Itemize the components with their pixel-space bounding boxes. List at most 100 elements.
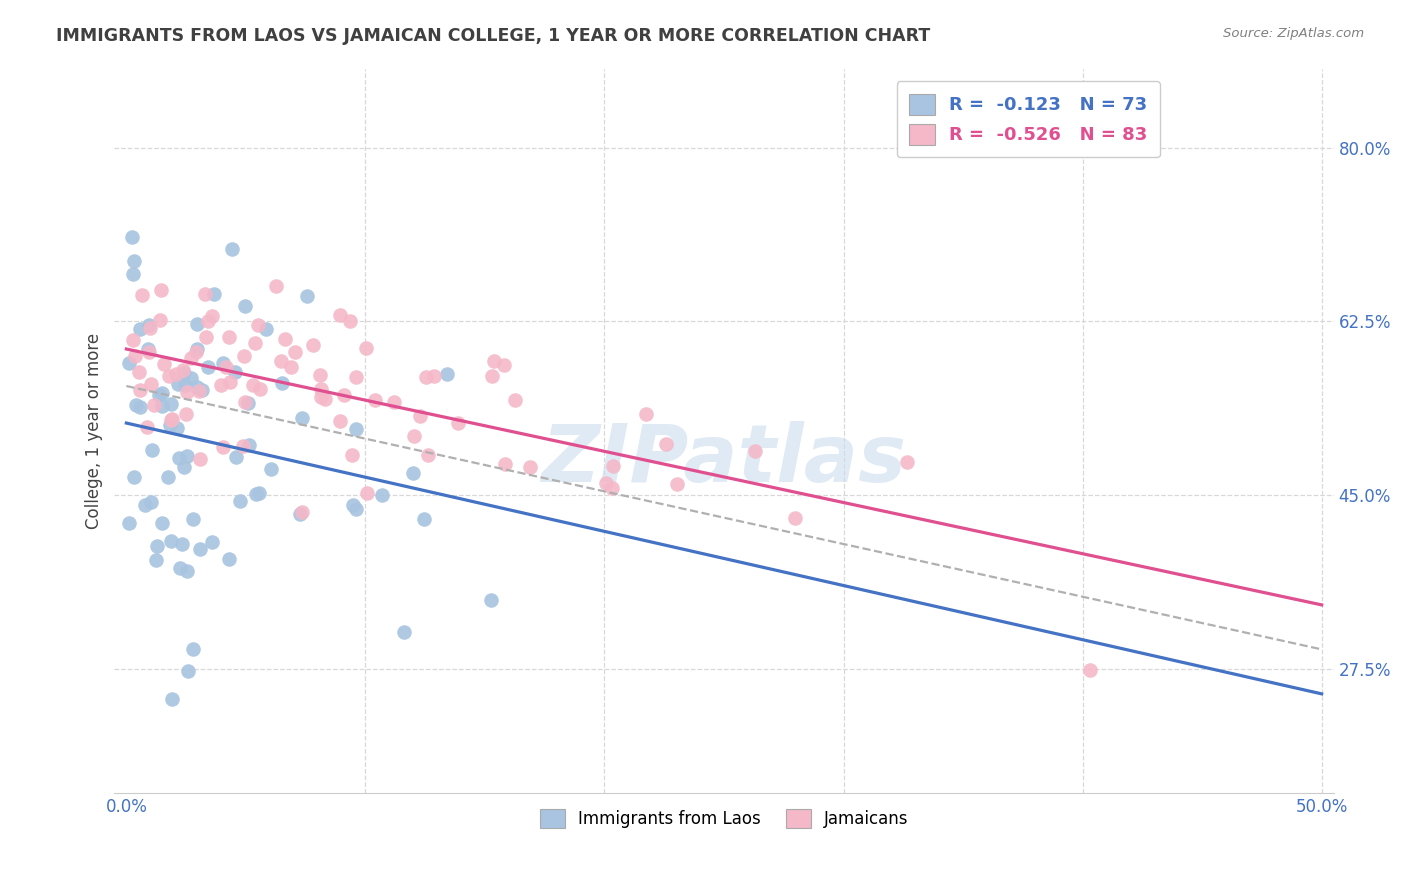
Point [209,378,232,392]
Point [166,421,188,435]
Legend: Immigrants from Laos, Jamaicans: Immigrants from Laos, Jamaicans [533,803,915,835]
Point [302,337,325,351]
Point [595,476,617,491]
Point [134,498,156,512]
Point [160,533,183,548]
Point [181,512,204,526]
Point [131,287,153,301]
Point [329,308,352,322]
Point [482,353,505,368]
Point [247,485,270,500]
Text: Source: ZipAtlas.com: Source: ZipAtlas.com [1223,27,1364,40]
Point [121,230,143,244]
Point [156,470,179,484]
Point [309,368,332,382]
Point [162,412,184,426]
Point [233,395,256,409]
Point [344,422,367,436]
Point [344,370,367,384]
Point [188,542,211,557]
Point [186,380,208,394]
Point [280,360,302,375]
Point [409,409,432,423]
Point [176,564,198,578]
Point [655,436,678,450]
Point [436,367,458,381]
Point [245,336,267,351]
Point [242,378,264,392]
Point [145,553,167,567]
Point [600,481,623,495]
Point [245,487,267,501]
Point [415,370,437,384]
Point [309,383,332,397]
Point [382,395,405,409]
Point [160,691,183,706]
Point [602,459,624,474]
Point [174,378,197,392]
Point [141,495,163,509]
Point [211,355,233,369]
Point [494,358,516,372]
Point [314,392,336,406]
Point [284,344,307,359]
Point [188,452,211,467]
Point [159,397,181,411]
Point [249,382,271,396]
Point [118,356,141,370]
Point [636,407,658,421]
Point [139,377,162,392]
Text: IMMIGRANTS FROM LAOS VS JAMAICAN COLLEGE, 1 YEAR OR MORE CORRELATION CHART: IMMIGRANTS FROM LAOS VS JAMAICAN COLLEGE… [56,27,931,45]
Point [254,321,277,335]
Point [218,552,240,566]
Point [124,349,146,363]
Point [165,367,187,381]
Point [246,318,269,333]
Point [122,470,145,484]
Point [194,287,217,301]
Point [159,368,181,383]
Point [176,385,198,400]
Point [356,486,378,500]
Point [195,330,218,344]
Point [356,341,378,355]
Point [128,365,150,379]
Point [214,359,236,374]
Point [152,385,174,400]
Point [665,476,688,491]
Point [173,460,195,475]
Point [169,561,191,575]
Point [218,330,240,344]
Point [122,253,145,268]
Point [177,664,200,678]
Point [291,505,314,519]
Point [138,345,160,359]
Point [143,398,166,412]
Point [122,333,145,347]
Point [896,455,918,469]
Point [172,363,194,377]
Point [236,396,259,410]
Point [129,401,152,415]
Point [342,448,364,462]
Point [344,501,367,516]
Point [124,398,146,412]
Point [232,439,254,453]
Point [160,413,183,427]
Point [519,459,541,474]
Point [166,376,188,391]
Point [139,320,162,334]
Point [149,312,172,326]
Point [197,314,219,328]
Point [481,369,503,384]
Point [266,278,288,293]
Point [176,450,198,464]
Point [149,283,172,297]
Point [167,451,190,466]
Point [118,516,141,531]
Point [180,370,202,384]
Point [342,498,364,512]
Point [392,624,415,639]
Point [148,387,170,401]
Point [181,642,204,657]
